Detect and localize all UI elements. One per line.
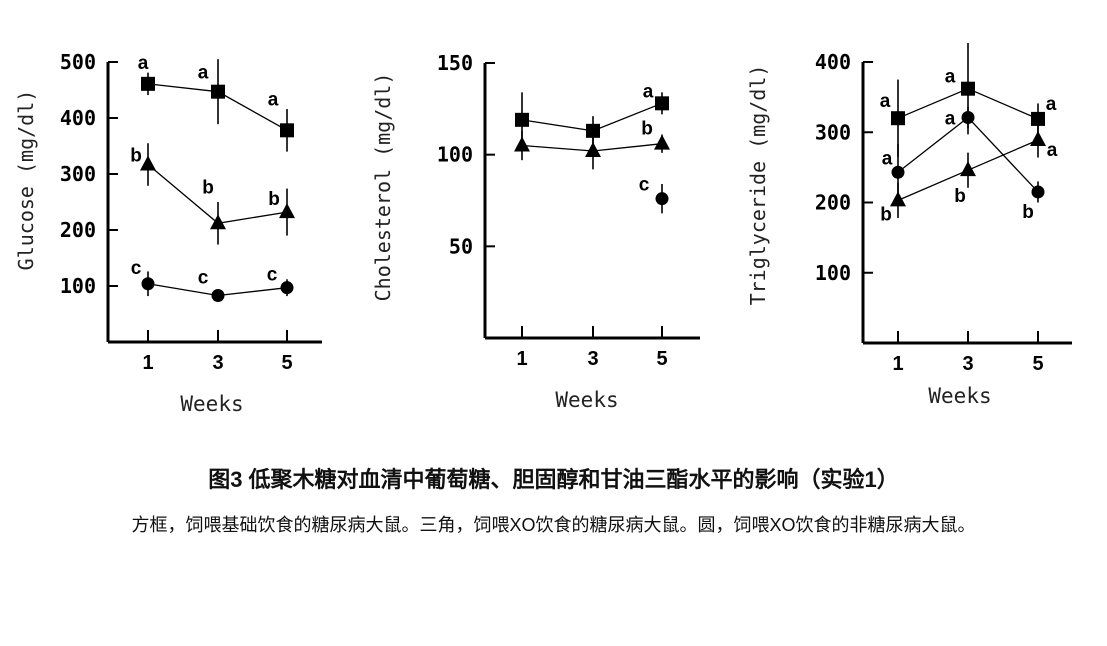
- significance-label: a: [268, 89, 279, 110]
- significance-label: b: [641, 119, 653, 140]
- y-tick-label: 100: [60, 274, 96, 298]
- significance-label: a: [1046, 94, 1057, 115]
- y-tick-label: 50: [449, 234, 473, 258]
- x-axis-label: Weeks: [928, 384, 991, 408]
- y-tick-label: 300: [815, 120, 851, 144]
- data-point-triangle: [960, 161, 976, 177]
- y-tick-label: 100: [815, 261, 851, 285]
- x-tick-label: 5: [281, 352, 292, 374]
- data-point-circle: [891, 165, 905, 179]
- significance-label: b: [880, 204, 892, 225]
- y-tick-label: 300: [60, 162, 96, 186]
- y-axis-label: Cholesterol (mg/dl): [371, 73, 395, 302]
- significance-label: c: [131, 258, 142, 279]
- data-point-circle: [961, 110, 975, 124]
- y-tick-label: 100: [437, 143, 473, 167]
- x-tick-label: 1: [892, 353, 903, 375]
- data-point-square: [211, 84, 225, 99]
- y-tick-label: 400: [815, 50, 851, 74]
- data-point-triangle: [279, 203, 295, 219]
- significance-label: a: [945, 67, 956, 88]
- y-tick-label: 500: [60, 50, 96, 74]
- y-axis-label: Glucose (mg/dl): [14, 90, 38, 271]
- significance-label: a: [1047, 140, 1058, 161]
- significance-label: a: [138, 53, 149, 74]
- significance-label: a: [882, 148, 893, 169]
- x-tick-label: 5: [656, 348, 667, 370]
- data-point-circle: [655, 192, 669, 206]
- data-point-triangle: [140, 155, 156, 171]
- significance-label: c: [267, 265, 278, 286]
- x-axis-label: Weeks: [180, 392, 243, 416]
- data-point-circle: [280, 281, 294, 295]
- significance-label: b: [268, 189, 280, 210]
- significance-label: a: [198, 63, 209, 84]
- data-point-triangle: [890, 191, 906, 207]
- data-point-triangle: [514, 136, 530, 152]
- x-tick-label: 3: [962, 353, 973, 375]
- chart-panel-1: 100 200 300 400 500 1 3 5 Glucose (mg/dl) Weeks a a…: [14, 50, 322, 416]
- data-point-square: [515, 112, 529, 127]
- significance-label: a: [945, 108, 956, 129]
- data-point-square: [141, 76, 155, 91]
- data-point-square: [1031, 111, 1045, 126]
- x-tick-label: 3: [212, 352, 223, 374]
- significance-label: b: [130, 145, 142, 166]
- data-point-triangle: [585, 142, 601, 157]
- significance-label: b: [202, 177, 214, 198]
- y-tick-label: 150: [437, 51, 473, 75]
- data-point-square: [891, 111, 905, 126]
- significance-label: a: [880, 91, 891, 112]
- data-point-triangle: [1030, 130, 1046, 146]
- x-tick-label: 1: [516, 348, 527, 370]
- significance-label: c: [198, 268, 209, 289]
- y-tick-label: 200: [60, 218, 96, 242]
- data-point-circle: [141, 277, 155, 291]
- data-point-triangle: [654, 134, 670, 150]
- y-axis-label: Triglyceride (mg/dl): [746, 65, 770, 306]
- chart-panel-3: 100 200 300 400 1 3 5 Triglyceride (mg/dl) Weeks…: [746, 43, 1072, 408]
- data-point-square: [655, 96, 669, 111]
- y-tick-label: 200: [815, 191, 851, 215]
- figure-caption-body: 方框，饲喂基础饮食的糖尿病大鼠。三角，饲喂XO饮食的糖尿病大鼠。圆，饲喂XO饮食…: [131, 515, 976, 535]
- data-point-circle: [211, 289, 225, 303]
- figure-caption-title: 图3 低聚木糖对血清中葡萄糖、胆固醇和甘油三酯水平的影响（实验1）: [208, 467, 899, 492]
- x-tick-label: 5: [1032, 353, 1043, 375]
- x-tick-label: 3: [587, 348, 598, 370]
- x-axis-label: Weeks: [555, 388, 618, 412]
- data-point-square: [961, 81, 975, 96]
- y-tick-label: 400: [60, 106, 96, 130]
- significance-label: b: [954, 186, 966, 207]
- significance-label: c: [639, 175, 650, 196]
- data-point-circle: [1031, 185, 1045, 199]
- data-point-triangle: [210, 214, 226, 230]
- data-point-square: [586, 123, 600, 138]
- chart-panel-2: 50 100 150 1 3 5 Cholesterol (mg/dl) Weeks ab c: [371, 51, 700, 412]
- data-point-square: [280, 123, 294, 138]
- x-tick-label: 1: [142, 352, 153, 374]
- significance-label: a: [643, 81, 654, 102]
- significance-label: b: [1022, 202, 1034, 223]
